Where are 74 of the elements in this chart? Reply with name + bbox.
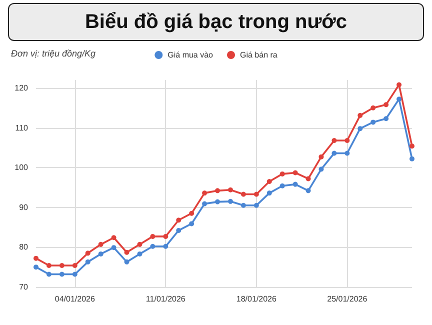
point	[384, 116, 389, 122]
point	[59, 263, 64, 268]
point	[396, 82, 402, 88]
x-tick-label: 04/01/2026	[54, 294, 96, 304]
point	[202, 201, 208, 206]
legend-label: Giá bán ra	[240, 50, 278, 60]
point	[358, 112, 363, 118]
point	[344, 138, 350, 144]
point	[396, 96, 402, 102]
point	[254, 192, 259, 197]
point	[370, 105, 376, 110]
legend-label: Giá mua vào	[168, 50, 214, 60]
point	[163, 234, 168, 239]
point	[72, 272, 78, 277]
y-tick-label: 80	[19, 242, 29, 252]
point	[124, 259, 130, 264]
point	[280, 183, 285, 188]
point	[280, 171, 285, 176]
point	[150, 234, 156, 239]
point	[163, 244, 168, 249]
point	[85, 250, 90, 256]
point	[370, 120, 376, 125]
point	[332, 138, 337, 144]
point	[358, 126, 363, 132]
point	[318, 166, 324, 172]
point	[34, 264, 38, 270]
point	[410, 156, 414, 162]
point	[215, 199, 220, 204]
x-tick-label: 18/01/2026	[236, 294, 277, 304]
point	[266, 179, 272, 184]
point	[318, 154, 324, 160]
point	[176, 218, 182, 223]
point	[85, 259, 90, 264]
point	[240, 202, 246, 208]
point	[124, 250, 130, 255]
point	[150, 244, 156, 249]
point	[111, 245, 116, 250]
y-tick-label: 100	[14, 163, 29, 172]
point	[137, 251, 142, 256]
y-tick-label: 110	[15, 123, 29, 132]
point	[215, 188, 220, 194]
point	[332, 150, 337, 156]
point	[72, 263, 78, 268]
chart-title: Biểu đồ giá bạc trong nước	[8, 3, 424, 41]
point	[228, 198, 233, 204]
point	[111, 235, 116, 240]
point	[137, 242, 142, 247]
point	[46, 272, 52, 277]
x-tick-label: 11/01/2026	[146, 294, 186, 304]
point	[59, 272, 64, 277]
point	[176, 228, 182, 233]
y-tick-label: 90	[19, 202, 29, 212]
y-tick-label: 120	[14, 83, 29, 92]
point	[344, 150, 350, 156]
point	[292, 170, 298, 176]
point	[254, 202, 259, 208]
point	[228, 187, 233, 192]
x-tick-label: 25/01/2026	[327, 294, 368, 304]
y-tick-label: 70	[19, 282, 29, 292]
point	[98, 242, 104, 247]
point	[410, 144, 414, 149]
point	[306, 188, 311, 194]
point	[202, 190, 208, 196]
chart-subtitle: Đơn vị: triệu đồng/Kg	[11, 48, 96, 58]
point	[384, 102, 389, 108]
point	[189, 221, 194, 226]
point	[306, 176, 311, 182]
point	[266, 190, 272, 196]
point	[98, 251, 104, 256]
point	[189, 210, 194, 216]
point	[46, 263, 52, 268]
point	[240, 192, 246, 197]
point	[34, 256, 38, 261]
point	[292, 182, 298, 187]
